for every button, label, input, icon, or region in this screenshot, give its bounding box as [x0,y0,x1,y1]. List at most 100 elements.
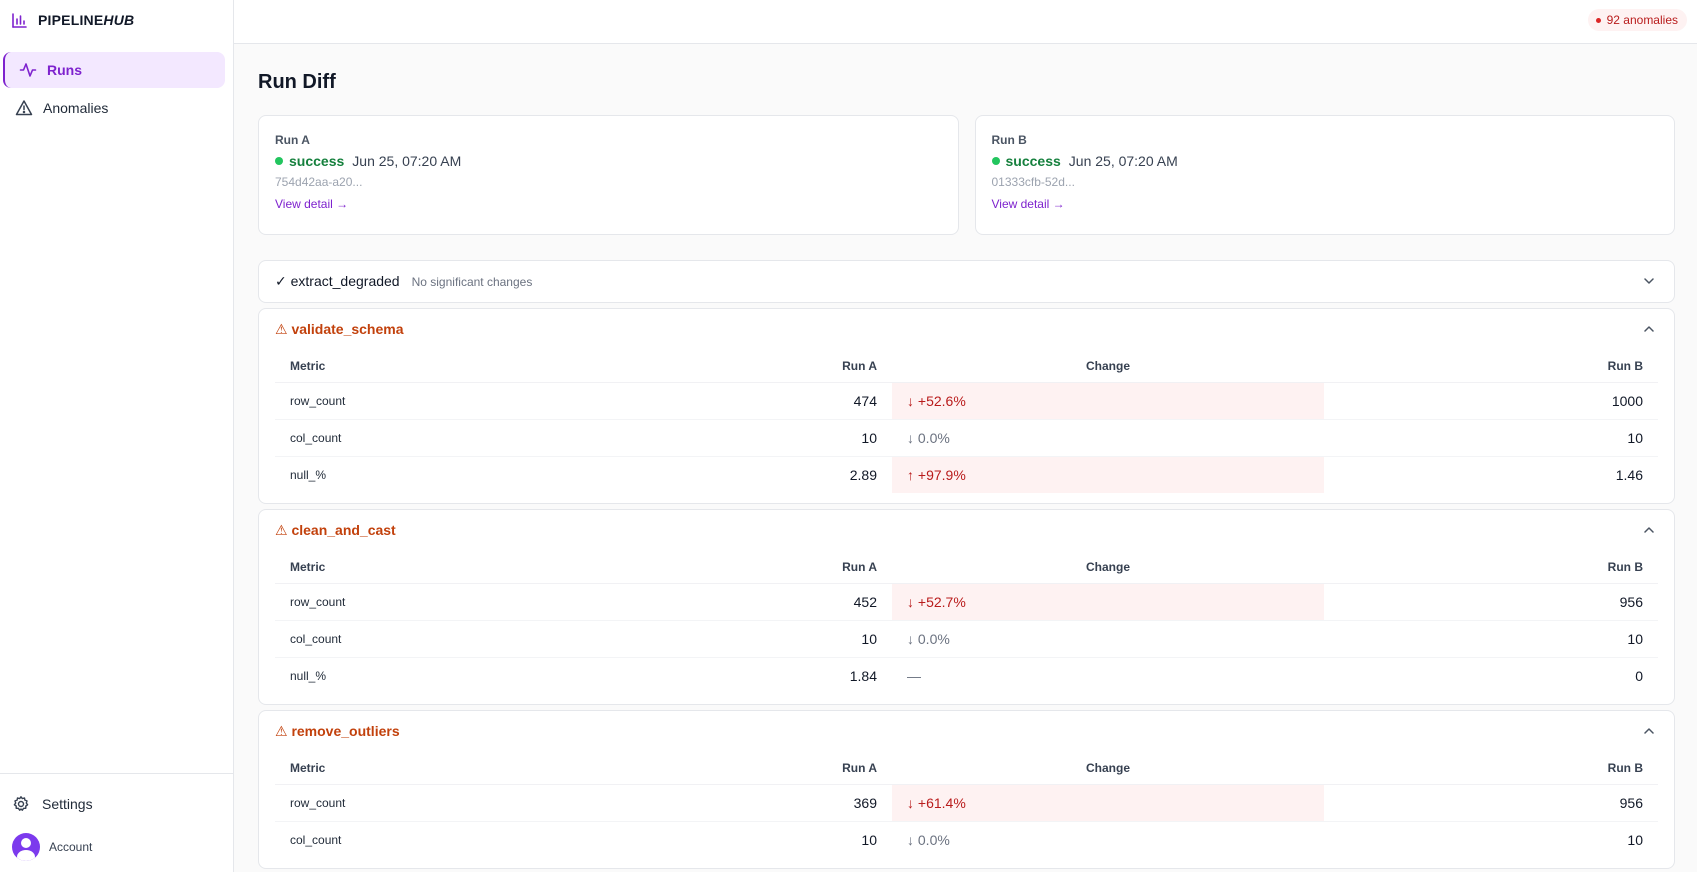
topbar: 92 anomalies [234,0,1697,44]
change-value: ↓ +61.4% [892,784,1324,822]
column-header-run-b: Run B [1324,551,1658,584]
metrics-table: Metric Run A Change Run B row_count 452 … [275,551,1658,694]
chevron-up-icon[interactable] [1642,523,1656,537]
step-header-toggle[interactable]: ⚠ remove_outliers [259,711,1674,752]
change-value: ↓ +52.7% [892,583,1324,621]
column-header-run-b: Run B [1324,752,1658,785]
column-header-change: Change [892,350,1324,383]
metric-name: null_% [290,467,327,482]
run-id: 01333cfb-52d... [991,175,1075,189]
run-b-value: 10 [1627,831,1643,848]
anomaly-count-text: 92 anomalies [1606,13,1678,27]
step-panel: ⚠ validate_schema Metric Run A Change Ru… [258,308,1675,504]
run-a-value: 1.84 [849,667,877,684]
metric-name: col_count [290,832,342,847]
run-b-value: 10 [1324,620,1658,658]
chevron-down-icon[interactable] [1642,274,1656,288]
view-detail-link[interactable]: View detail → [991,197,1065,211]
table-row: col_count 10 ↓ 0.0% 10 [275,821,1658,858]
table-header-row: Metric Run A Change Run B [275,350,1658,383]
metric-name: row_count [275,382,667,420]
column-header-run-a: Run A [667,350,892,383]
step-name: ⚠ clean_and_cast [275,522,396,538]
run-id: 754d42aa-a20... [275,175,363,189]
nav-item-label: Anomalies [43,100,109,116]
metric-name: col_count [275,620,667,658]
run-timestamp: Jun 25, 07:20 AM [1068,153,1178,169]
run-a-value: 369 [667,784,892,822]
table-row: row_count 369 ↓ +61.4% 956 [275,784,1658,822]
step-header-toggle[interactable]: ✓ extract_degraded No significant change… [259,261,1674,302]
sidebar-footer: Settings Account [0,773,233,872]
change-value: ↑ +97.9% [892,456,1324,493]
metric-name: row_count [275,784,667,822]
run-b-value: 0 [1635,667,1643,684]
run-a-value: 10 [861,831,877,848]
table-row: null_% 2.89 ↑ +97.9% 1.46 [275,456,1658,493]
run-a-value: 452 [667,583,892,621]
run-b-value: 956 [1324,583,1658,621]
chevron-up-icon[interactable] [1642,322,1656,336]
step-panel: ⚠ remove_outliers Metric Run A Change Ru… [258,710,1675,869]
metrics-table: Metric Run A Change Run B row_count 369 … [275,752,1658,858]
account-label: Account [49,840,93,854]
run-b-value: 1000 [1324,382,1658,420]
brand-logo[interactable]: PIPELINE HUB [0,0,233,40]
sidebar: PIPELINE HUB Runs Anomalies Settings Acco… [0,0,234,872]
status-dot-icon [991,157,1000,165]
run-status: success Jun 25, 07:20 AM [275,153,942,169]
metric-name: null_% [290,668,327,683]
chevron-up-icon[interactable] [1642,724,1656,738]
change-value: ↓ 0.0% [907,831,950,848]
avatar [12,833,40,861]
step-name: ⚠ remove_outliers [275,723,400,739]
run-a-value: 474 [667,382,892,420]
run-a-value: 2.89 [849,466,877,483]
bar-chart-icon [11,12,28,29]
activity-icon [19,61,37,79]
column-header-metric: Metric [275,752,667,785]
table-row: null_% 1.84 — 0 [275,657,1658,694]
column-header-change: Change [892,752,1324,785]
step-diff-list: ✓ extract_degraded No significant change… [258,260,1675,869]
nav-item-anomalies[interactable]: Anomalies [3,90,225,126]
step-name: ⚠ validate_schema [275,321,404,337]
anomaly-count-badge[interactable]: 92 anomalies [1587,9,1687,31]
run-status: success Jun 25, 07:20 AM [991,153,1659,169]
run-timestamp: Jun 25, 07:20 AM [352,153,462,169]
status-dot-icon [275,157,283,165]
change-value: ↓ 0.0% [892,620,1324,658]
alert-triangle-icon [15,99,33,117]
table-header-row: Metric Run A Change Run B [275,752,1658,785]
run-b-value: 10 [1324,419,1658,457]
settings-label: Settings [42,796,93,812]
run-a-value: 10 [667,620,892,658]
main-content: Run Diff Run A success Jun 25, 07:20 AM … [234,44,1697,872]
run-a-card: Run A success Jun 25, 07:20 AM 754d42aa-… [258,115,959,235]
step-header-toggle[interactable]: ⚠ clean_and_cast [259,510,1674,551]
table-row: row_count 474 ↓ +52.6% 1000 [275,382,1658,420]
brand-name: PIPELINE [38,12,104,28]
table-row: col_count 10 ↓ 0.0% 10 [275,419,1658,457]
column-header-run-a: Run A [667,551,892,584]
run-b-value: 956 [1324,784,1658,822]
metric-name: row_count [275,583,667,621]
step-note: No significant changes [411,274,533,289]
run-b-value: 1.46 [1615,466,1643,483]
status-text: success [289,153,345,169]
view-detail-link[interactable]: View detail → [275,197,349,211]
change-value: ↓ 0.0% [892,419,1324,457]
change-value: ↓ +52.6% [892,382,1324,420]
table-row: row_count 452 ↓ +52.7% 956 [275,583,1658,621]
metric-name: col_count [275,419,667,457]
step-header-toggle[interactable]: ⚠ validate_schema [259,309,1674,350]
column-header-change: Change [892,551,1324,584]
main-nav: Runs Anomalies [0,40,233,126]
nav-item-runs[interactable]: Runs [3,52,225,88]
run-cards: Run A success Jun 25, 07:20 AM 754d42aa-… [258,115,1675,235]
table-header-row: Metric Run A Change Run B [275,551,1658,584]
status-text: success [1005,153,1061,169]
column-header-run-b: Run B [1324,350,1658,383]
nav-item-settings[interactable]: Settings [12,786,221,822]
account-menu[interactable]: Account [12,822,221,872]
